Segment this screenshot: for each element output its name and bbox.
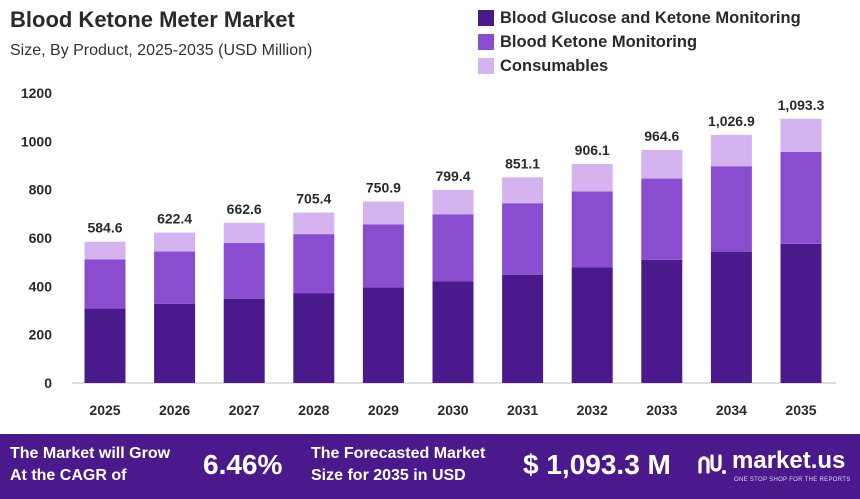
brand-name: market.us (732, 447, 846, 474)
bar-segment (641, 259, 683, 383)
x-tick-label: 2027 (229, 402, 260, 418)
legend-item-ketone: Blood Ketone Monitoring (478, 30, 801, 54)
forecast-label: The Forecasted Market Size for 2035 in U… (311, 443, 485, 487)
legend-item-glucose-ketone: Blood Glucose and Ketone Monitoring (478, 6, 801, 30)
bar-segment (223, 222, 265, 243)
cagr-label-line1: The Market will Grow (10, 445, 171, 462)
x-tick-label: 2035 (785, 402, 816, 418)
bar-segment (154, 251, 196, 304)
legend-label-glucose-ketone: Blood Glucose and Ketone Monitoring (500, 8, 801, 27)
bar-segment (710, 252, 752, 383)
chart-legend: Blood Glucose and Ketone Monitoring Bloo… (478, 6, 801, 78)
forecast-label-line2: Size for 2035 in USD (311, 467, 466, 484)
brand-tagline: ONE STOP SHOP FOR THE REPORTS (734, 477, 851, 483)
cagr-label: The Market will Grow At the CAGR of (10, 443, 170, 487)
y-tick-label: 800 (29, 182, 53, 198)
x-tick-label: 2031 (507, 402, 538, 418)
bar-segment (571, 191, 613, 268)
y-tick-label: 200 (29, 327, 53, 343)
bar-total-label: 906.1 (575, 142, 610, 158)
bar-segment (84, 308, 126, 383)
bar-segment (641, 149, 683, 179)
x-tick-label: 2026 (159, 402, 190, 418)
bar-total-label: 662.6 (227, 201, 262, 217)
legend-label-consumables: Consumables (500, 56, 609, 75)
bar-segment (293, 212, 335, 235)
bar-total-label: 750.9 (366, 180, 401, 196)
bar-total-label: 1,026.9 (708, 113, 755, 129)
chart-title: Blood Ketone Meter Market (10, 7, 295, 32)
x-tick-label: 2025 (89, 402, 120, 418)
bar-segment (362, 201, 404, 225)
bar-segment (780, 151, 822, 244)
bar-total-label: 705.4 (296, 191, 331, 207)
bar-segment (362, 224, 404, 288)
bar-segment (84, 259, 126, 309)
bar-segment (641, 178, 683, 260)
x-tick-label: 2034 (716, 402, 747, 418)
legend-label-ketone: Blood Ketone Monitoring (500, 32, 698, 51)
bar-segment (293, 234, 335, 294)
bar-segment (502, 274, 544, 383)
legend-swatch-glucose-ketone (478, 10, 494, 26)
y-tick-label: 1000 (21, 133, 52, 149)
bar-segment (571, 164, 613, 192)
stacked-bar-chart: 0 200 400 600 800 1000 1200 584.6 2025 622.4 2026 6… (21, 85, 836, 418)
x-tick-label: 2030 (437, 402, 468, 418)
legend-swatch-consumables (478, 58, 494, 74)
bar-segment (710, 166, 752, 253)
bar-total-label: 622.4 (157, 211, 192, 227)
bar-segment (223, 242, 265, 299)
bar-segment (362, 287, 404, 383)
x-tick-label: 2029 (368, 402, 399, 418)
y-tick-label: 1200 (21, 85, 52, 101)
bar-total-label: 964.6 (644, 128, 679, 144)
bar-total-label: 1,093.3 (778, 97, 825, 113)
bar-segment (780, 118, 822, 152)
bar-segment (84, 241, 126, 260)
forecast-label-line1: The Forecasted Market (311, 445, 486, 462)
bar-segment (432, 189, 474, 215)
bar-segment (502, 203, 544, 275)
legend-item-consumables: Consumables (478, 54, 801, 78)
legend-swatch-ketone (478, 34, 494, 50)
bar-segment (223, 298, 265, 383)
bar-segment (432, 281, 474, 383)
bar-segment (293, 293, 335, 383)
bar-segment (154, 232, 196, 252)
bar-segment (780, 243, 822, 383)
chart-subtitle: Size, By Product, 2025-2035 (USD Million… (10, 42, 313, 59)
bar-segment (710, 134, 752, 167)
cagr-label-line2: At the CAGR of (10, 467, 127, 484)
forecast-value: $ 1,093.3 M (523, 449, 671, 480)
bar-total-label: 799.4 (435, 168, 470, 184)
bar-total-label: 851.1 (505, 155, 540, 171)
bar-segment (432, 214, 474, 282)
footer-banner: The Market will Grow At the CAGR of 6.46… (0, 434, 860, 499)
cagr-value: 6.46% (203, 449, 283, 480)
x-tick-label: 2033 (646, 402, 677, 418)
y-tick-label: 600 (29, 230, 53, 246)
bar-total-label: 584.6 (87, 220, 122, 236)
market-us-logo-icon (698, 454, 726, 474)
bar-segment (502, 177, 544, 204)
x-tick-label: 2028 (298, 402, 329, 418)
bar-segment (154, 303, 196, 383)
y-tick-label: 400 (29, 278, 53, 294)
y-tick-label: 0 (44, 375, 52, 391)
bar-segment (571, 267, 613, 383)
x-tick-label: 2032 (577, 402, 608, 418)
